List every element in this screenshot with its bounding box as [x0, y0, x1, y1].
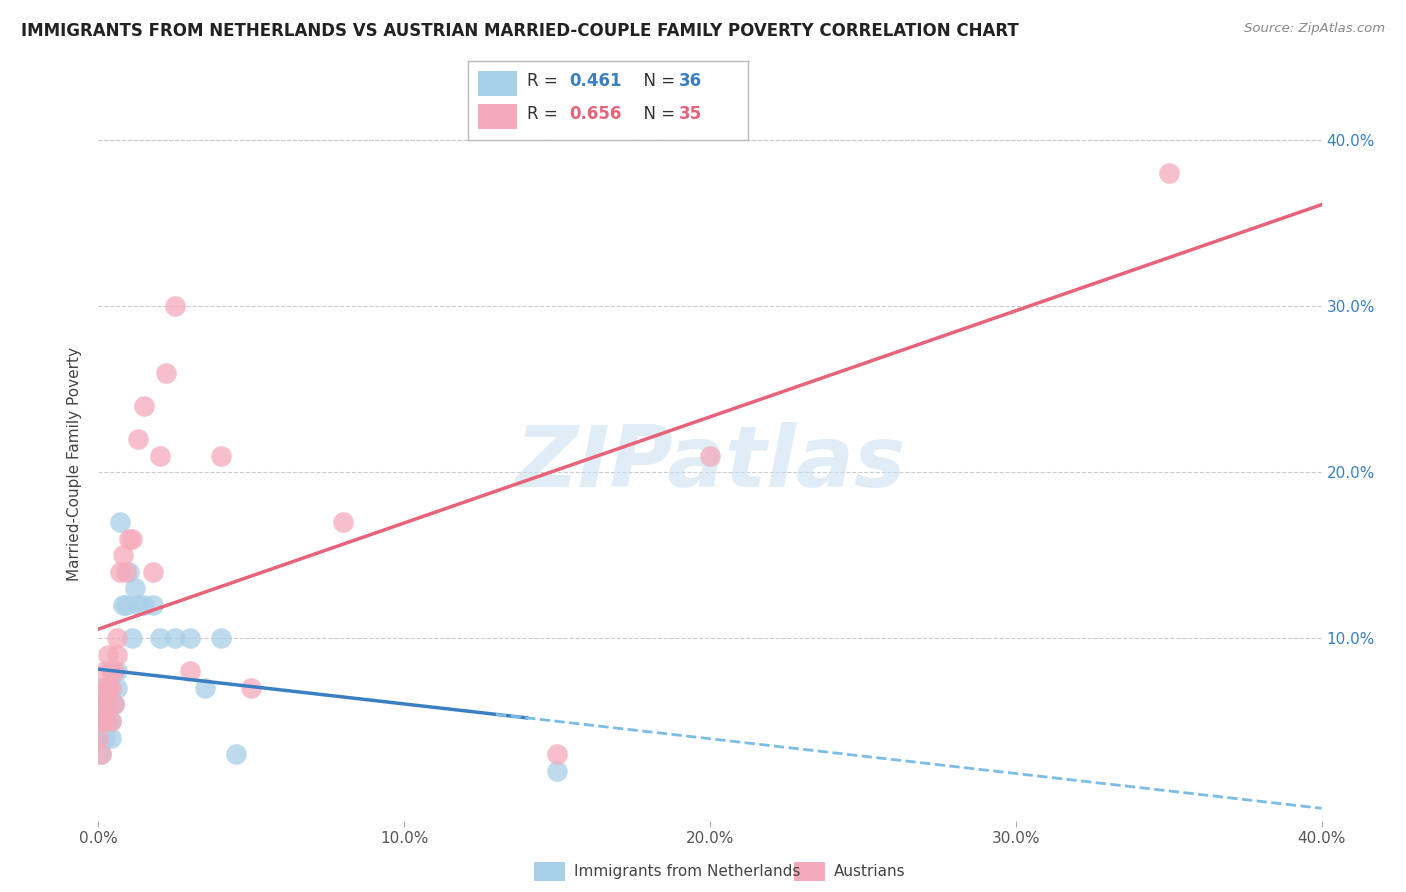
Point: [93, 681, 115, 695]
Point: [699, 449, 721, 463]
Point: [240, 681, 263, 695]
Point: [163, 631, 186, 645]
Point: [103, 665, 125, 679]
Point: [105, 665, 128, 679]
Point: [163, 299, 186, 313]
Point: [100, 714, 122, 728]
Point: [97, 698, 120, 712]
Text: N =: N =: [633, 72, 681, 90]
Point: [546, 747, 568, 762]
Point: [121, 532, 143, 546]
Point: [90, 747, 112, 762]
Point: [103, 698, 125, 712]
Point: [105, 648, 128, 662]
Point: [93, 714, 115, 728]
Point: [93, 681, 115, 695]
Point: [111, 598, 134, 612]
Point: [87, 731, 110, 745]
Point: [209, 631, 232, 645]
Text: 0.461: 0.461: [569, 72, 621, 90]
Point: [103, 698, 125, 712]
Point: [105, 681, 128, 695]
Point: [90, 681, 112, 695]
Point: [124, 582, 146, 596]
Text: Source: ZipAtlas.com: Source: ZipAtlas.com: [1244, 22, 1385, 36]
Point: [97, 681, 120, 695]
Text: IMMIGRANTS FROM NETHERLANDS VS AUSTRIAN MARRIED-COUPLE FAMILY POVERTY CORRELATIO: IMMIGRANTS FROM NETHERLANDS VS AUSTRIAN …: [21, 22, 1019, 40]
Y-axis label: Married-Couple Family Poverty: Married-Couple Family Poverty: [67, 347, 83, 581]
Point: [100, 731, 122, 745]
Point: [97, 714, 120, 728]
Point: [332, 515, 354, 529]
Point: [142, 565, 165, 579]
Text: 36: 36: [679, 72, 702, 90]
Point: [90, 698, 112, 712]
Point: [100, 665, 122, 679]
Point: [127, 598, 149, 612]
Text: 0.656: 0.656: [569, 105, 621, 123]
Point: [155, 366, 177, 380]
Point: [108, 515, 131, 529]
Point: [115, 598, 138, 612]
Point: [127, 432, 149, 446]
Point: [93, 731, 115, 745]
Point: [103, 665, 125, 679]
Point: [121, 631, 143, 645]
Point: [118, 532, 141, 546]
Point: [134, 598, 156, 612]
Point: [90, 714, 112, 728]
Point: [105, 631, 128, 645]
Point: [546, 764, 568, 778]
Point: [97, 698, 120, 712]
Text: R =: R =: [527, 72, 564, 90]
Text: R =: R =: [527, 105, 564, 123]
Point: [90, 714, 112, 728]
Point: [179, 665, 201, 679]
Point: [134, 399, 156, 413]
Point: [100, 681, 122, 695]
Point: [97, 648, 120, 662]
Text: N =: N =: [633, 105, 681, 123]
Point: [209, 449, 232, 463]
Point: [194, 681, 217, 695]
Point: [87, 731, 110, 745]
Text: ZIPatlas: ZIPatlas: [515, 422, 905, 506]
Point: [100, 714, 122, 728]
Point: [90, 698, 112, 712]
Point: [115, 565, 138, 579]
Point: [142, 598, 165, 612]
Point: [108, 565, 131, 579]
Point: [149, 449, 172, 463]
Text: Austrians: Austrians: [834, 864, 905, 879]
Text: Immigrants from Netherlands: Immigrants from Netherlands: [574, 864, 800, 879]
Point: [111, 548, 134, 562]
Point: [93, 714, 115, 728]
Point: [179, 631, 201, 645]
Point: [149, 631, 172, 645]
Point: [1157, 166, 1180, 180]
Point: [103, 698, 125, 712]
Point: [90, 747, 112, 762]
Point: [97, 681, 120, 695]
Text: 35: 35: [679, 105, 702, 123]
Point: [100, 681, 122, 695]
Point: [93, 665, 115, 679]
Point: [225, 747, 247, 762]
Point: [93, 698, 115, 712]
Point: [118, 565, 141, 579]
